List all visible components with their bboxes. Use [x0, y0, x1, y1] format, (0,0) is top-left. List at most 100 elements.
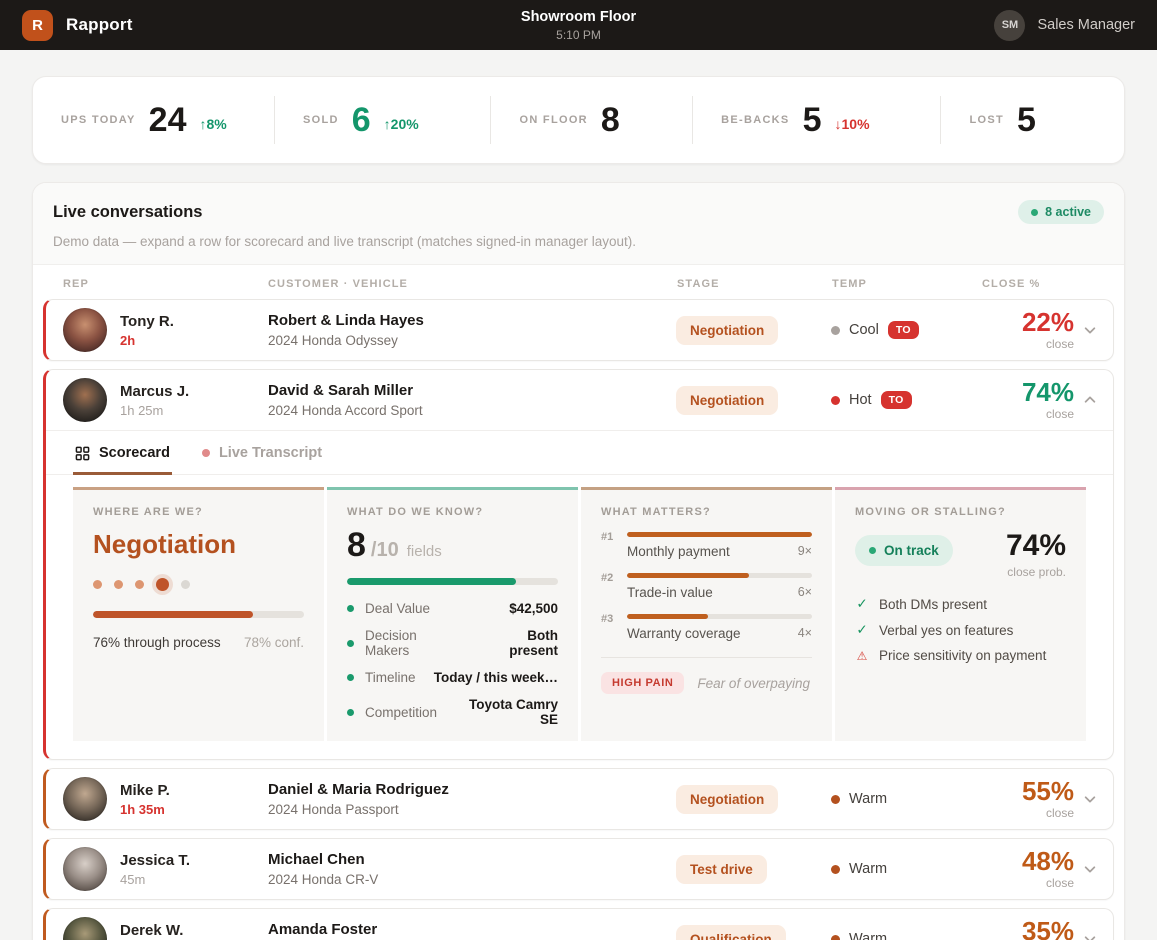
row-main[interactable]: Tony R. 2h Robert & Linda Hayes 2024 Hon…	[46, 300, 1113, 360]
matters-heading: WHAT MATTERS?	[601, 506, 711, 518]
active-count-label: 8 active	[1045, 205, 1091, 219]
topic-bar	[627, 532, 812, 537]
user-avatar[interactable]: SM	[994, 9, 1026, 41]
stage-cell: Qualification	[676, 924, 831, 940]
kpi-label: UPS TODAY	[61, 114, 136, 126]
kpi-delta: ↓10%	[834, 116, 870, 132]
known-field: Decision Makers Both present	[347, 628, 558, 658]
temp-dot-icon	[831, 934, 840, 940]
rep-name: Marcus J.	[120, 382, 190, 400]
close-caption: close	[1045, 876, 1074, 890]
row-main[interactable]: Derek W. 22m Amanda Foster 2024 Honda Pi…	[46, 909, 1113, 940]
user-menu[interactable]: SM Sales Manager	[994, 9, 1135, 41]
conversation-row: Mike P. 1h 35m Daniel & Maria Rodriguez …	[43, 768, 1114, 830]
app-logo: R	[22, 9, 53, 41]
tab-live-transcript[interactable]: Live Transcript	[200, 431, 324, 475]
rep-name: Tony R.	[120, 312, 174, 330]
kpi-delta: ↑8%	[199, 116, 227, 132]
chevron-icon[interactable]	[1083, 792, 1097, 806]
close-cell: 35% close	[981, 918, 1099, 940]
chevron-icon[interactable]	[1083, 323, 1097, 337]
topic-bar	[627, 573, 812, 578]
to-badge: TO	[880, 391, 912, 409]
chevron-icon[interactable]	[1083, 932, 1097, 940]
field-key: Competition	[365, 704, 438, 720]
topic-mentions: 9×	[797, 544, 812, 558]
chevron-icon[interactable]	[1083, 862, 1097, 876]
topic-mentions: 4×	[797, 626, 812, 640]
vehicle: 2024 Honda Passport	[268, 802, 399, 817]
scorecard-moving-column: MOVING OR STALLING? On track 74% close p…	[835, 487, 1086, 741]
stage-badge: Negotiation	[676, 315, 779, 345]
stage-step-dot	[93, 579, 102, 589]
close-percentage: 55%	[1021, 776, 1074, 806]
transcript-dot-icon	[201, 449, 210, 457]
field-dot-icon	[347, 708, 354, 716]
warning-icon: ⚠	[856, 648, 868, 663]
stage-step-dot	[114, 579, 123, 589]
kpi-value: 5	[802, 101, 822, 139]
top-bar: R Rapport Showroom Floor 5:10 PM SM Sale…	[0, 0, 1157, 50]
pain-note: Fear of overpaying	[697, 675, 810, 691]
topic-rank: #1	[601, 531, 614, 543]
kpi-value: 5	[1017, 101, 1036, 139]
on-track-badge: On track	[855, 535, 953, 566]
field-key: Timeline	[365, 670, 416, 685]
rep-avatar	[63, 378, 107, 422]
stage-badge: Negotiation	[676, 784, 779, 814]
customer-cell: David & Sarah Miller 2024 Honda Accord S…	[268, 382, 676, 418]
close-percentage: 35%	[1021, 916, 1074, 940]
check-icon: ✓	[856, 596, 868, 611]
kpi-label: ON FLOOR	[519, 114, 588, 126]
fields-progress-fill	[347, 578, 516, 585]
fields-total: /10	[370, 539, 399, 561]
rep-avatar	[63, 917, 107, 940]
rep-name: Mike P.	[120, 781, 170, 799]
customer-cell: Michael Chen 2024 Honda CR-V	[268, 851, 676, 887]
topic: #1 Monthly payment 9×	[601, 531, 812, 559]
process-progress-fill	[93, 611, 254, 618]
on-track-label: On track	[884, 543, 939, 558]
customer-name: Amanda Foster	[268, 921, 378, 938]
stage-step-dot	[135, 579, 144, 589]
rep-duration: 45m	[120, 871, 146, 887]
kpi-strip: UPS TODAY 24 ↑8% SOLD 6 ↑20% ON FLOOR 8 BE-BACKS…	[32, 76, 1125, 164]
fields-progress-bar	[347, 578, 558, 585]
row-main[interactable]: Mike P. 1h 35m Daniel & Maria Rodriguez …	[46, 769, 1113, 829]
kpi-value: 8	[600, 101, 620, 139]
rep-duration: 1h 35m	[120, 801, 165, 817]
column-header: CLOSE %	[982, 278, 1041, 290]
process-progress-bar	[93, 611, 304, 618]
rep-avatar	[63, 847, 107, 891]
stage-cell: Negotiation	[676, 315, 831, 345]
column-header: TEMP	[832, 278, 867, 290]
fields-unit: fields	[406, 543, 442, 560]
column-header: STAGE	[677, 278, 720, 290]
field-key: Deal Value	[365, 601, 431, 616]
stage-cell: Negotiation	[676, 784, 831, 814]
close-probability: 74%	[1005, 529, 1066, 562]
tab-scorecard-label: Scorecard	[99, 445, 170, 461]
customer-cell: Amanda Foster 2024 Honda Pilot	[268, 921, 676, 940]
customer-name: Robert & Linda Hayes	[268, 312, 424, 329]
temp-dot-icon	[831, 794, 840, 804]
row-main[interactable]: Jessica T. 45m Michael Chen 2024 Honda C…	[46, 839, 1113, 899]
row-main[interactable]: Marcus J. 1h 25m David & Sarah Miller 20…	[46, 370, 1113, 430]
signal: ✓ Verbal yes on features	[855, 622, 1066, 638]
scorecard-where-column: WHERE ARE WE? Negotiation 76% through pr…	[73, 487, 324, 741]
panel-title: Live conversations	[53, 202, 203, 221]
stage-cell: Negotiation	[676, 385, 831, 415]
main-content: UPS TODAY 24 ↑8% SOLD 6 ↑20% ON FLOOR 8 BE-BACKS…	[0, 50, 1157, 940]
stage-badge: Test drive	[676, 854, 767, 884]
temp-cell: Hot TO	[831, 391, 981, 409]
chevron-icon[interactable]	[1083, 393, 1097, 407]
topic-label: Monthly payment	[627, 544, 730, 559]
topic-rank: #2	[601, 572, 614, 584]
stage-step-dot	[181, 579, 190, 589]
rep-cell: Jessica T. 45m	[63, 847, 268, 891]
tab-scorecard[interactable]: Scorecard	[73, 431, 172, 475]
rep-avatar	[63, 308, 107, 352]
kpi-value: 24	[148, 101, 187, 139]
temp-cell: Cool TO	[831, 321, 981, 339]
stage-badge: Qualification	[676, 924, 786, 940]
